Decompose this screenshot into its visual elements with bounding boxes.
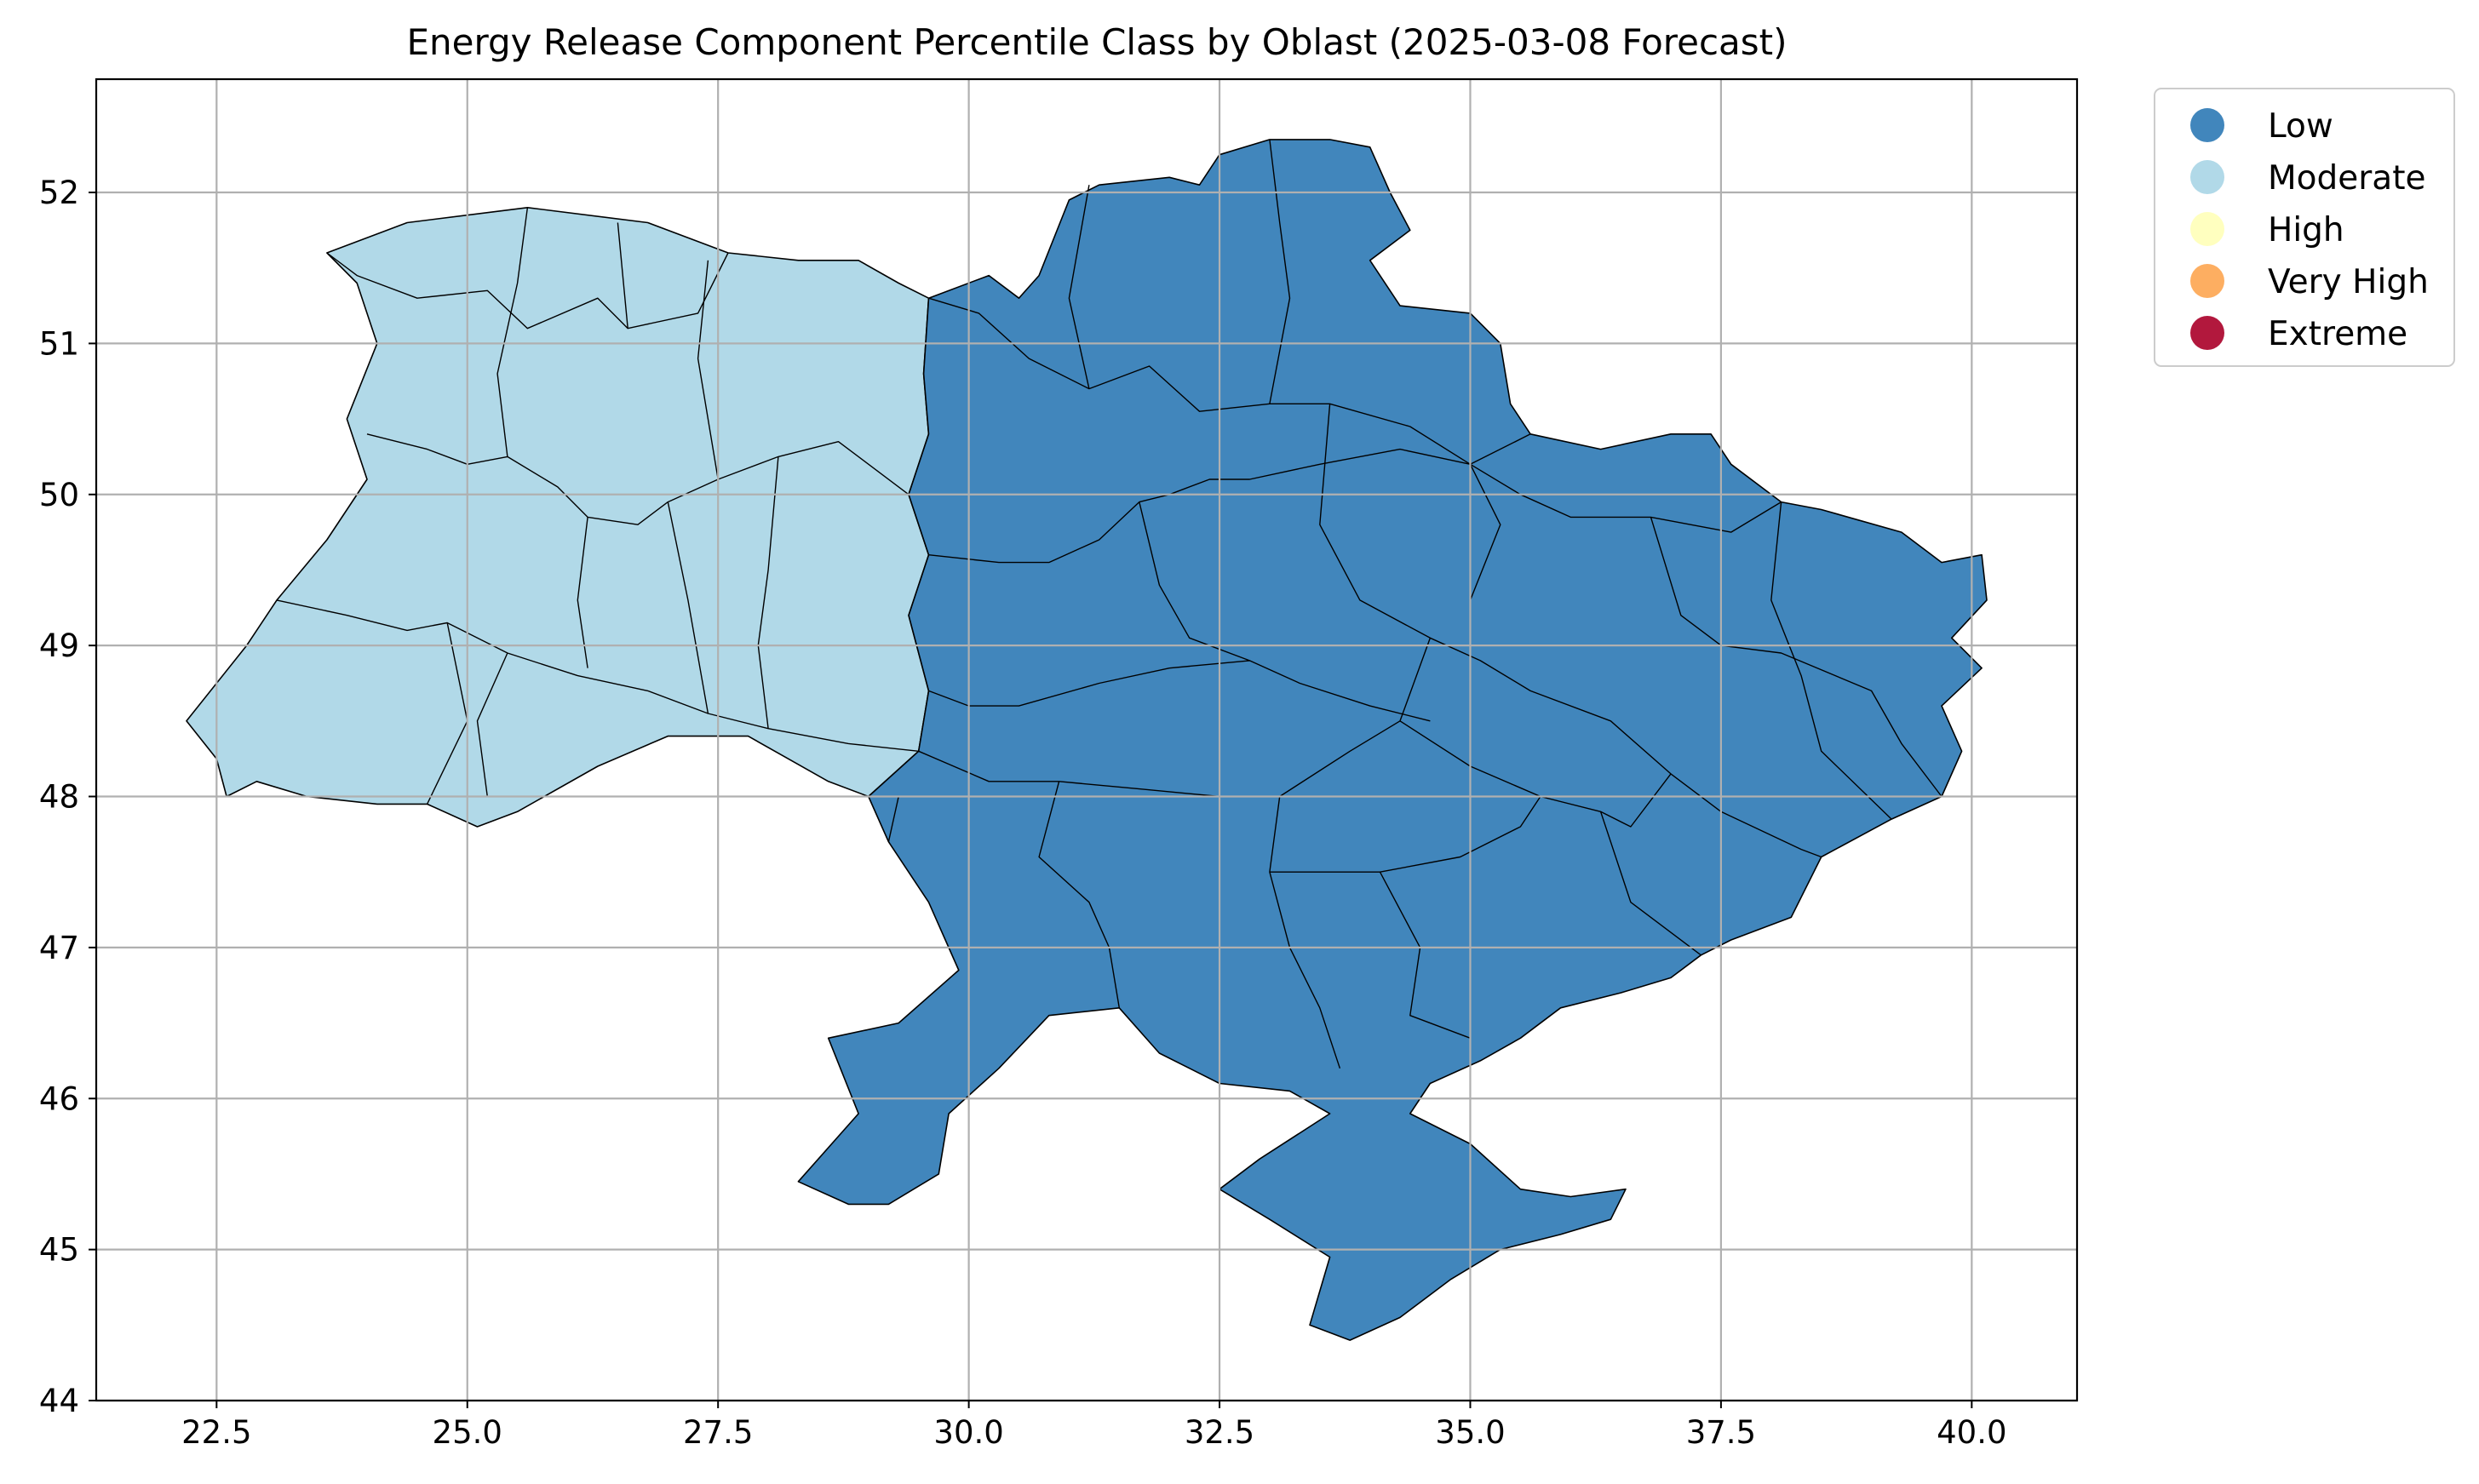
region-low bbox=[797, 139, 1988, 1341]
x-tick-label: 35.0 bbox=[1435, 1414, 1505, 1451]
oblast-border bbox=[366, 433, 910, 525]
oblast-border bbox=[1379, 871, 1471, 1039]
oblast-regions bbox=[186, 139, 1988, 1341]
y-tick-label: 52 bbox=[39, 175, 79, 211]
y-tick-label: 45 bbox=[39, 1232, 79, 1269]
x-axis-ticks: 22.5 25.0 27.5 30.0 32.5 35.0 37.5 40.0 bbox=[181, 1401, 2007, 1451]
oblast-border bbox=[496, 207, 529, 457]
axes-frame bbox=[95, 77, 2079, 1402]
legend-box bbox=[2154, 88, 2455, 367]
oblast-border bbox=[1650, 517, 1942, 797]
oblast-border bbox=[887, 796, 899, 842]
y-tick-label: 48 bbox=[39, 779, 79, 816]
oblast-border bbox=[1399, 720, 1672, 828]
x-tick-label: 37.5 bbox=[1686, 1414, 1756, 1451]
legend-label: Moderate bbox=[2268, 159, 2425, 198]
legend-marker bbox=[2190, 160, 2224, 194]
x-tick-label: 22.5 bbox=[181, 1414, 251, 1451]
oblast-border bbox=[1269, 796, 1541, 873]
oblast-border bbox=[667, 501, 709, 714]
oblast-border bbox=[928, 448, 1782, 564]
y-tick-label: 50 bbox=[39, 477, 79, 513]
x-tick-label: 27.5 bbox=[683, 1414, 753, 1451]
legend-label: Extreme bbox=[2268, 315, 2407, 353]
oblast-border bbox=[928, 660, 1431, 722]
legend-label: Very High bbox=[2268, 263, 2429, 301]
x-tick-label: 25.0 bbox=[433, 1414, 502, 1451]
oblast-border bbox=[1038, 781, 1120, 1008]
oblast-border bbox=[326, 252, 729, 329]
y-tick-label: 47 bbox=[39, 930, 79, 966]
oblast-border bbox=[1319, 404, 1822, 858]
oblast-border bbox=[1068, 185, 1090, 389]
oblast-border bbox=[1599, 811, 1701, 956]
legend: Low Moderate High Very High Extreme bbox=[2154, 88, 2455, 367]
chart-title: Energy Release Component Percentile Clas… bbox=[406, 21, 1787, 63]
oblast-border bbox=[617, 222, 628, 329]
legend-label: Low bbox=[2268, 107, 2333, 146]
legend-marker bbox=[2190, 212, 2224, 246]
y-tick-label: 46 bbox=[39, 1080, 79, 1117]
oblast-border bbox=[1269, 139, 1291, 404]
y-tick-label: 44 bbox=[39, 1383, 79, 1419]
region-moderate bbox=[186, 207, 930, 828]
oblast-border bbox=[276, 599, 919, 752]
oblast-border bbox=[757, 456, 779, 729]
oblast-border bbox=[1770, 501, 1892, 820]
oblast-border bbox=[476, 652, 508, 797]
legend-marker bbox=[2190, 108, 2224, 142]
x-tick-label: 32.5 bbox=[1185, 1414, 1254, 1451]
oblast-border bbox=[697, 260, 719, 480]
y-tick-label: 51 bbox=[39, 325, 79, 362]
y-axis-ticks: 44 45 46 47 48 49 50 51 52 bbox=[39, 175, 96, 1419]
legend-marker bbox=[2190, 316, 2224, 350]
y-tick-label: 49 bbox=[39, 627, 79, 664]
legend-label: High bbox=[2268, 211, 2344, 249]
x-tick-label: 30.0 bbox=[933, 1414, 1003, 1451]
legend-marker bbox=[2190, 264, 2224, 298]
x-tick-label: 40.0 bbox=[1937, 1414, 2006, 1451]
